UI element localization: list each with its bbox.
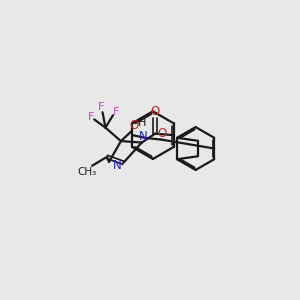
Text: F: F: [88, 112, 94, 122]
Text: H: H: [138, 118, 146, 128]
Text: F: F: [98, 102, 104, 112]
Text: O: O: [151, 105, 160, 118]
Text: N: N: [112, 159, 121, 172]
Text: O: O: [158, 127, 167, 140]
Text: O: O: [130, 119, 139, 132]
Text: N: N: [139, 130, 148, 142]
Text: F: F: [113, 107, 120, 117]
Text: CH₃: CH₃: [77, 167, 96, 177]
